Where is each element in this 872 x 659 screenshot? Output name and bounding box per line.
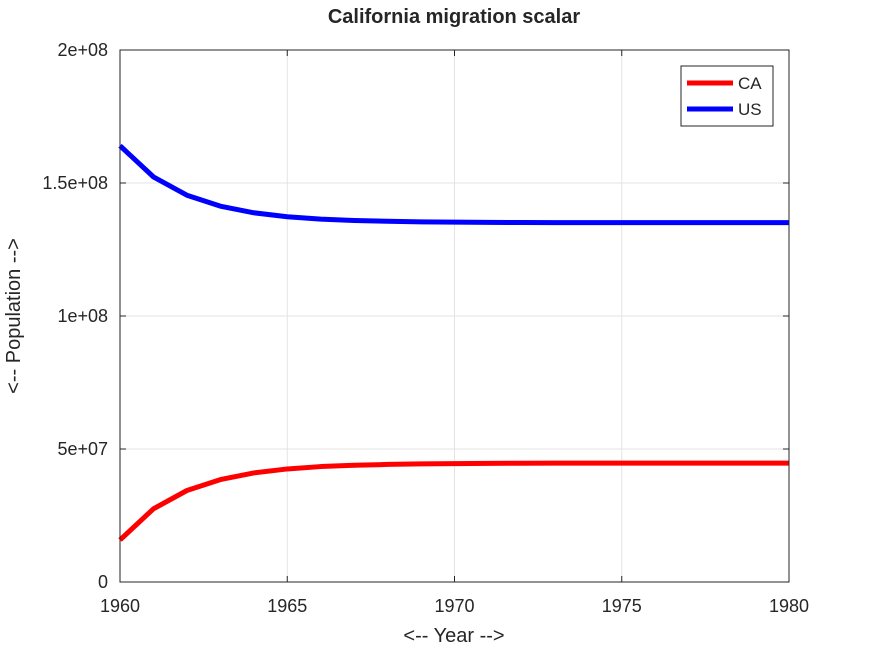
series-lines: [118, 143, 789, 542]
y-tick-label: 1.5e+08: [42, 173, 108, 193]
y-tick-label: 1e+08: [57, 306, 108, 326]
tick-labels: 1960 1965 1970 1975 1980 0 5e+07 1e+08 1.5e+08 2e…: [42, 40, 809, 616]
y-tick-label: 0: [98, 572, 108, 592]
legend-box: [680, 65, 774, 127]
x-tick-label: 1970: [434, 596, 474, 616]
series-line-ca: [118, 460, 789, 542]
y-axis-label: <-- Population -->: [3, 238, 25, 394]
legend-label-us: US: [738, 100, 762, 119]
x-axis-label: <-- Year -->: [403, 625, 504, 647]
legend: CA US: [680, 65, 774, 127]
x-tick-label: 1975: [602, 596, 642, 616]
y-tick-label: 5e+07: [57, 439, 108, 459]
x-tick-label: 1980: [769, 596, 809, 616]
x-tick-label: 1965: [267, 596, 307, 616]
y-tick-label: 2e+08: [57, 40, 108, 60]
x-tick-label: 1960: [100, 596, 140, 616]
chart-title: California migration scalar: [328, 6, 581, 28]
series-line-us: [118, 143, 789, 226]
legend-label-ca: CA: [738, 74, 762, 93]
axes: [119, 49, 790, 583]
